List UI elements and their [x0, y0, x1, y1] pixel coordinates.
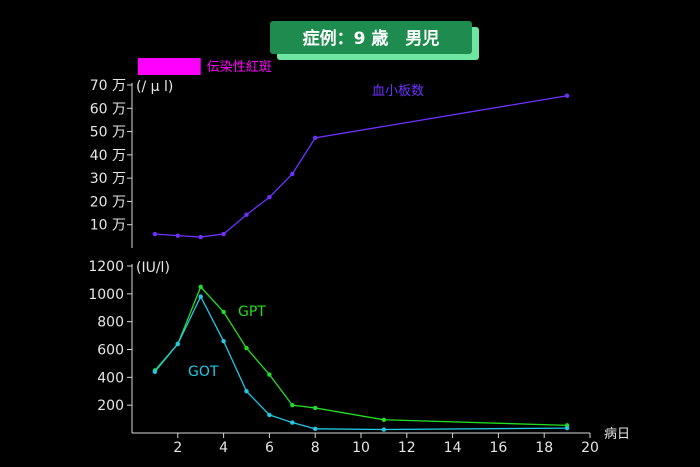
- platelet-data-point: [152, 231, 158, 237]
- got-data-point: [244, 389, 249, 394]
- gpt-data-point: [313, 405, 318, 411]
- platelet-y-tick-label: 40 万: [90, 148, 126, 164]
- gpt-data-point: [244, 345, 249, 351]
- platelet-series-line: [154, 95, 568, 238]
- enzyme-y-tick-label: 400: [97, 370, 124, 386]
- platelet-y-unit-label: (/ μ l): [136, 79, 173, 95]
- x-tick-label: 4: [219, 440, 228, 456]
- x-tick-label: 16: [489, 440, 507, 456]
- slide-title: 症例：9 歳 男児: [303, 28, 440, 49]
- gpt-data-point: [198, 284, 203, 290]
- got-data-point: [381, 427, 387, 432]
- gpt-data-point: [381, 417, 387, 422]
- platelet-data-point: [244, 212, 249, 217]
- x-tick-label: 14: [444, 440, 462, 456]
- enzyme-y-tick-label: 1000: [88, 287, 124, 303]
- platelet-data-point: [175, 233, 180, 238]
- x-tick-label: 6: [265, 440, 274, 456]
- platelet-data-point: [290, 171, 295, 177]
- x-axis-label: 病日: [604, 427, 630, 442]
- got-data-point: [564, 425, 570, 431]
- x-tick-label: 10: [352, 440, 370, 456]
- x-tick-label: 20: [581, 440, 599, 456]
- platelet-data-point: [221, 231, 226, 237]
- platelet-y-tick-label: 10 万: [90, 218, 126, 234]
- platelet-y-tick-label: 70 万: [90, 78, 126, 94]
- got-series-label: GOT: [188, 364, 219, 380]
- platelet-data-point: [313, 135, 318, 141]
- gpt-data-point: [267, 372, 272, 377]
- got-series-line: [154, 295, 568, 431]
- enzyme-y-tick-label: 200: [97, 398, 124, 414]
- enzyme-y-unit-label: (IU/l): [136, 260, 170, 276]
- rash-period-label: 伝染性紅斑: [207, 60, 272, 75]
- platelet-y-tick-label: 50 万: [90, 125, 126, 141]
- x-tick-label: 8: [311, 440, 320, 456]
- got-data-point: [221, 338, 226, 344]
- enzyme-y-tick-label: 800: [97, 315, 124, 331]
- platelet-data-point: [564, 93, 570, 98]
- title-box-face: [270, 21, 472, 54]
- rash-period-bar: [137, 58, 201, 75]
- got-data-point: [290, 420, 295, 425]
- platelet-data-point: [198, 234, 203, 240]
- platelet-y-tick-label: 60 万: [90, 101, 126, 117]
- platelet-panel: 10 万 20 万 30 万 40 万 50 万 60 万 70 万 (/ μ l) 伝染性紅斑…: [90, 58, 570, 248]
- enzyme-y-tick-label: 1200: [88, 259, 124, 275]
- got-data-point: [267, 412, 272, 418]
- got-data-point: [198, 294, 203, 299]
- liver-enzyme-panel: 200 400 600 800 1000 1200 (IU/l) 2 4 6 8 10 12 14 16 18…: [88, 259, 630, 456]
- gpt-data-point: [290, 402, 295, 408]
- platelet-data-point: [267, 195, 272, 200]
- enzyme-y-tick-label: 600: [97, 343, 124, 359]
- gpt-series-line: [154, 285, 568, 426]
- got-data-point: [313, 426, 318, 432]
- gpt-series-label: GPT: [238, 304, 266, 320]
- got-data-point: [175, 341, 180, 347]
- x-tick-label: 12: [398, 440, 416, 456]
- got-data-point: [152, 369, 158, 374]
- gpt-data-point: [221, 309, 226, 315]
- platelet-y-tick-label: 20 万: [90, 194, 126, 210]
- platelet-series-label: 血小板数: [372, 84, 424, 99]
- x-tick-label: 18: [535, 440, 553, 456]
- title-box: 症例：9 歳 男児: [270, 21, 479, 60]
- platelet-y-tick-label: 30 万: [90, 171, 126, 187]
- x-tick-label: 2: [173, 440, 182, 456]
